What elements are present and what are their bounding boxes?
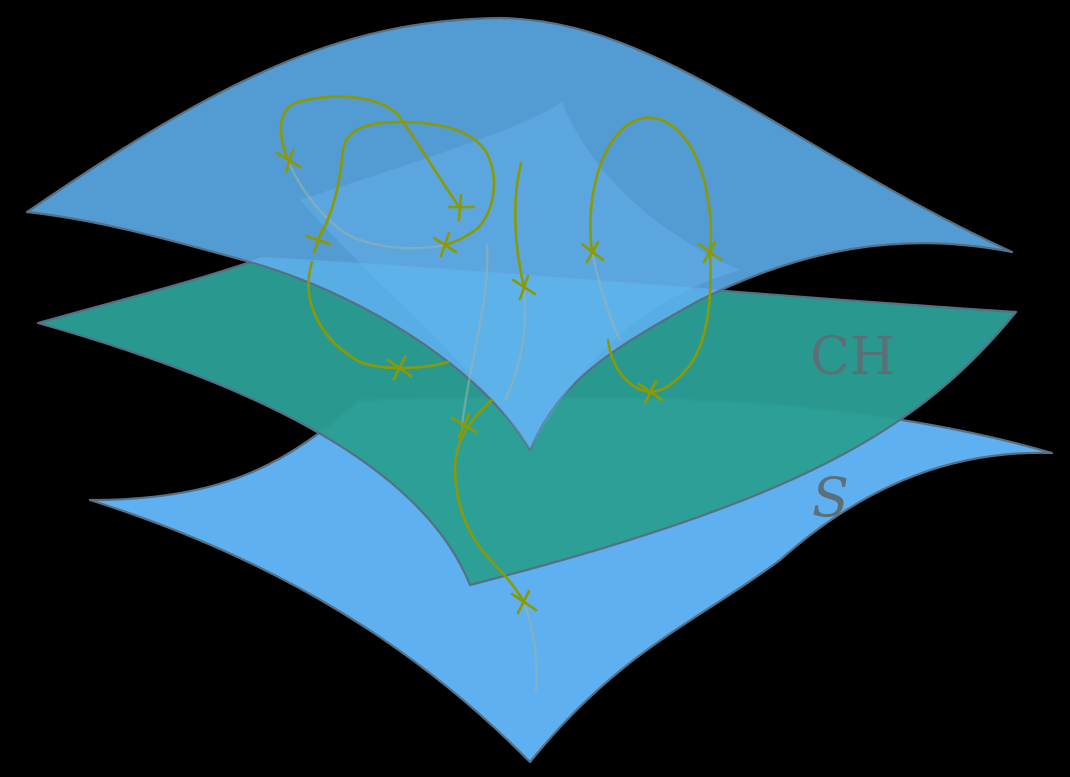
geodesic-loop-right <box>589 116 713 254</box>
cross-icon <box>510 589 538 615</box>
geodesic-loop-right-lower <box>606 250 712 394</box>
faint-curve-2 <box>460 243 489 427</box>
faint-curve-1 <box>286 158 447 250</box>
upper-sheet <box>25 16 1014 452</box>
s-label: S <box>812 466 849 529</box>
cross-icon <box>275 148 302 174</box>
faint-curve-4 <box>590 250 622 342</box>
cross-icon <box>304 228 332 254</box>
ch-label: CH <box>810 327 895 387</box>
cross-icon <box>697 240 723 264</box>
cross-icon <box>580 240 605 264</box>
cross-icon <box>432 231 458 258</box>
geodesic-vertical <box>513 161 526 289</box>
geodesic-lower <box>453 398 526 604</box>
cross-icon <box>511 274 537 301</box>
geodesic-loop-left <box>279 95 462 210</box>
cross-markers <box>275 148 723 615</box>
geodesic-loop-middle <box>316 120 496 247</box>
faint-curve-3 <box>503 285 527 402</box>
upper-sheet-fold <box>300 102 740 450</box>
cross-icon <box>637 379 664 405</box>
faint-curve-5 <box>522 600 538 692</box>
cross-icon <box>447 193 476 222</box>
cross-icon <box>450 412 478 439</box>
cross-icon <box>386 355 413 381</box>
geodesic-arc-lower-left <box>307 260 450 370</box>
